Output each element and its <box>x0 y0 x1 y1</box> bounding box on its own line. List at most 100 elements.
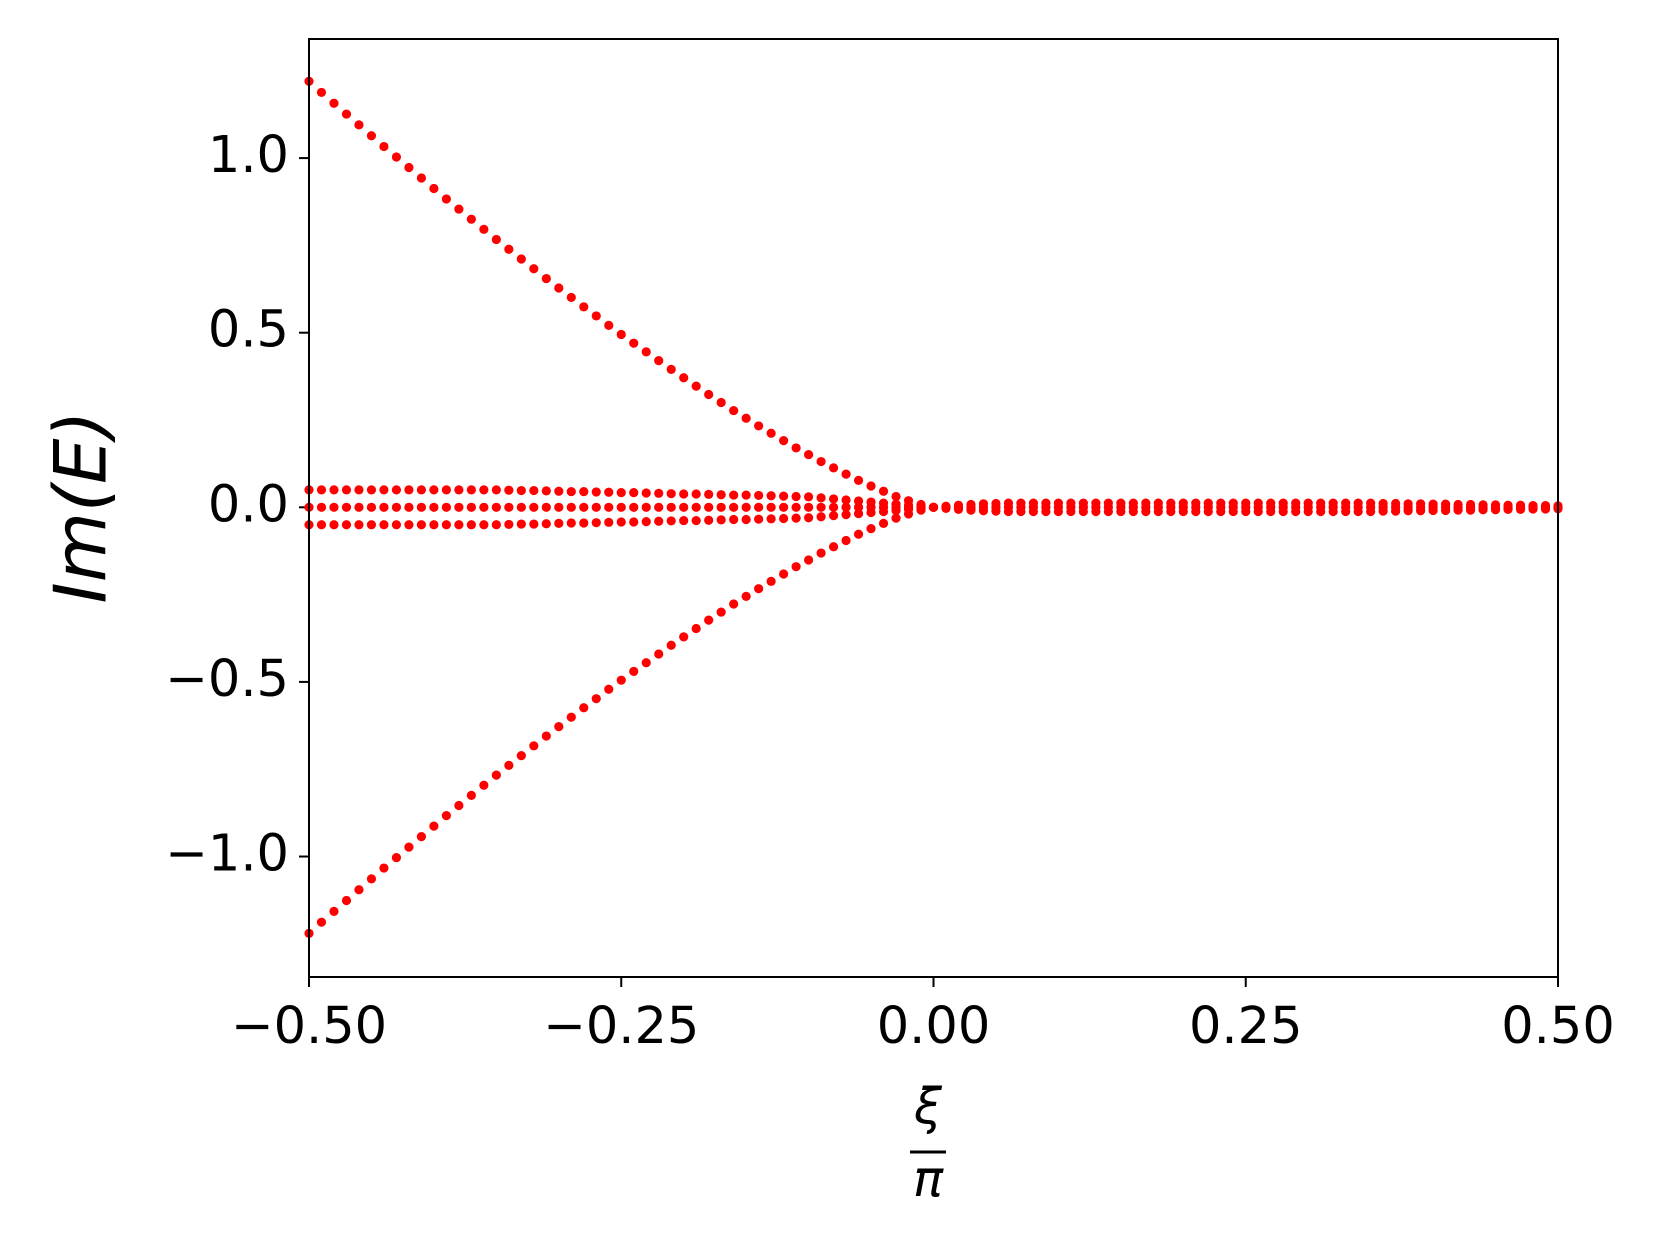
point <box>841 469 851 479</box>
point <box>704 502 714 512</box>
point <box>841 510 851 520</box>
point <box>454 502 464 512</box>
point <box>479 502 489 512</box>
point <box>754 584 764 594</box>
point <box>1116 506 1126 517</box>
point <box>354 502 364 512</box>
plot-frame <box>308 38 1559 978</box>
point <box>566 502 576 512</box>
point <box>466 790 476 801</box>
point <box>866 524 876 534</box>
point <box>554 486 564 496</box>
point <box>1291 506 1301 517</box>
point <box>491 502 501 512</box>
point <box>604 502 614 512</box>
point <box>1416 506 1426 516</box>
point <box>516 502 526 512</box>
point <box>429 485 439 495</box>
point <box>366 520 377 530</box>
point <box>629 338 639 348</box>
point <box>804 513 814 523</box>
x-tick-label: −0.50 <box>231 997 387 1056</box>
point <box>841 495 851 505</box>
point <box>741 413 751 423</box>
point <box>1391 506 1401 516</box>
point <box>729 502 739 512</box>
point <box>579 302 589 312</box>
point <box>716 397 726 408</box>
point <box>816 512 826 522</box>
point <box>1003 506 1014 517</box>
point <box>1478 505 1488 515</box>
point <box>641 658 651 668</box>
y-tick-label: −1.0 <box>165 825 289 884</box>
y-tick-label: 0.0 <box>208 475 289 534</box>
point <box>554 283 564 293</box>
point <box>716 502 726 512</box>
point <box>779 491 789 501</box>
point <box>928 502 939 512</box>
point <box>1353 506 1363 517</box>
point <box>504 485 514 495</box>
point <box>1403 506 1413 516</box>
point <box>953 504 964 514</box>
y-tick-label: 1.0 <box>208 126 289 185</box>
point <box>1540 504 1551 514</box>
point <box>441 485 451 495</box>
point <box>1278 506 1288 517</box>
point <box>429 183 439 194</box>
point <box>666 502 676 512</box>
point <box>779 502 789 512</box>
point <box>404 485 414 495</box>
point <box>679 515 689 526</box>
point <box>316 502 327 512</box>
point <box>779 569 789 579</box>
point <box>441 811 451 821</box>
point <box>804 492 814 502</box>
point <box>654 649 664 659</box>
point <box>629 517 639 527</box>
point <box>754 421 764 431</box>
point <box>529 264 539 274</box>
point <box>379 520 389 530</box>
point <box>666 489 676 499</box>
point <box>429 821 439 831</box>
point <box>529 502 539 512</box>
point <box>741 514 751 525</box>
point <box>504 502 514 512</box>
point <box>654 516 664 526</box>
point <box>566 712 576 722</box>
point <box>754 514 764 524</box>
point <box>828 463 839 473</box>
point <box>604 517 614 527</box>
point <box>704 615 714 625</box>
point <box>866 481 876 491</box>
point <box>629 666 639 677</box>
x-tick-label: −0.25 <box>543 997 699 1056</box>
point <box>766 502 776 512</box>
point <box>641 488 651 498</box>
point <box>816 548 826 558</box>
point <box>1465 505 1476 515</box>
point <box>479 485 489 495</box>
point <box>754 490 764 501</box>
point <box>379 863 389 873</box>
point <box>341 895 352 906</box>
point <box>1490 505 1501 515</box>
point <box>1041 506 1051 517</box>
point <box>804 555 814 565</box>
point <box>1241 506 1251 517</box>
point <box>866 507 876 518</box>
point <box>641 517 651 527</box>
point <box>416 173 427 183</box>
point <box>1191 506 1201 517</box>
point <box>566 486 576 497</box>
point <box>629 502 639 512</box>
point <box>1266 506 1276 517</box>
point <box>654 488 664 498</box>
point <box>729 599 739 609</box>
point <box>416 502 427 512</box>
point <box>878 518 889 528</box>
point <box>316 485 327 495</box>
point <box>791 513 801 523</box>
